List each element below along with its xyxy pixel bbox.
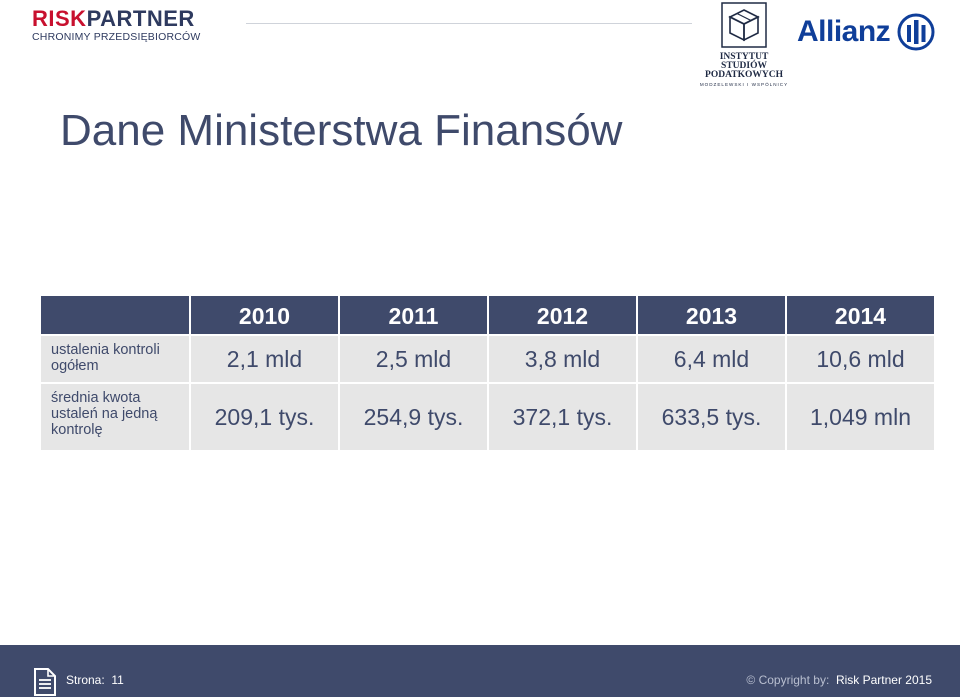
allianz-eagle-icon (897, 13, 935, 51)
document-icon (34, 668, 56, 696)
year-header: 2010 (191, 296, 338, 334)
table-cell: 209,1 tys. (191, 384, 338, 450)
table-cell: 1,049 mln (787, 384, 934, 450)
year-header: 2014 (787, 296, 934, 334)
footer-bar (0, 645, 960, 697)
isp-line1: INSTYTUT (719, 52, 769, 62)
table-cell: 2,1 mld (191, 336, 338, 382)
table-cell: 2,5 mld (340, 336, 487, 382)
isp-subline: MODZELEWSKI I WSPÓLNICY (699, 82, 789, 87)
allianz-wordmark: Allianz (797, 15, 891, 48)
row-label: ustalenia kontroli ogółem (41, 336, 189, 382)
isp-line2: STUDIÓW (721, 61, 767, 71)
header-divider (246, 23, 692, 24)
table-cell: 10,6 mld (787, 336, 934, 382)
table-cell: 254,9 tys. (340, 384, 487, 450)
brand-part-partner: PARTNER (86, 6, 195, 31)
year-header: 2012 (489, 296, 636, 334)
page-indicator: Strona: 11 (66, 673, 124, 687)
year-header: 2011 (340, 296, 487, 334)
risk-partner-wordmark: RISKPARTNER (32, 8, 222, 30)
table-cell: 3,8 mld (489, 336, 636, 382)
page-number: 11 (111, 673, 124, 687)
risk-partner-logo: RISKPARTNER CHRONIMY PRZEDSIĘBIORCÓW (32, 8, 222, 48)
table-corner (41, 296, 189, 334)
cube-icon (721, 2, 767, 48)
brand-part-risk: RISK (32, 6, 87, 31)
table-cell: 372,1 tys. (489, 384, 636, 450)
table-cell: 633,5 tys. (638, 384, 785, 450)
table-cell: 6,4 mld (638, 336, 785, 382)
allianz-logo: Allianz (797, 12, 936, 52)
copyright: © Copyright by: Risk Partner 2015 (746, 673, 932, 687)
risk-partner-tagline: CHRONIMY PRZEDSIĘBIORCÓW (32, 31, 201, 43)
page-label: Strona: (66, 673, 105, 687)
isp-logo: INSTYTUT STUDIÓW PODATKOWYCH MODZELEWSKI… (696, 2, 792, 88)
year-header: 2013 (638, 296, 785, 334)
isp-line3: PODATKOWYCH (705, 70, 783, 80)
copyright-owner: Risk Partner 2015 (835, 673, 932, 687)
slide-title: Dane Ministerstwa Finansów (60, 106, 623, 155)
row-label: średnia kwota ustaleń na jedną kontrolę (41, 384, 189, 450)
copyright-prefix: © Copyright by: (746, 673, 830, 687)
